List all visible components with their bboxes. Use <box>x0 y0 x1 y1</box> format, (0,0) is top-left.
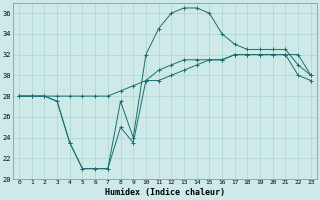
X-axis label: Humidex (Indice chaleur): Humidex (Indice chaleur) <box>105 188 225 197</box>
